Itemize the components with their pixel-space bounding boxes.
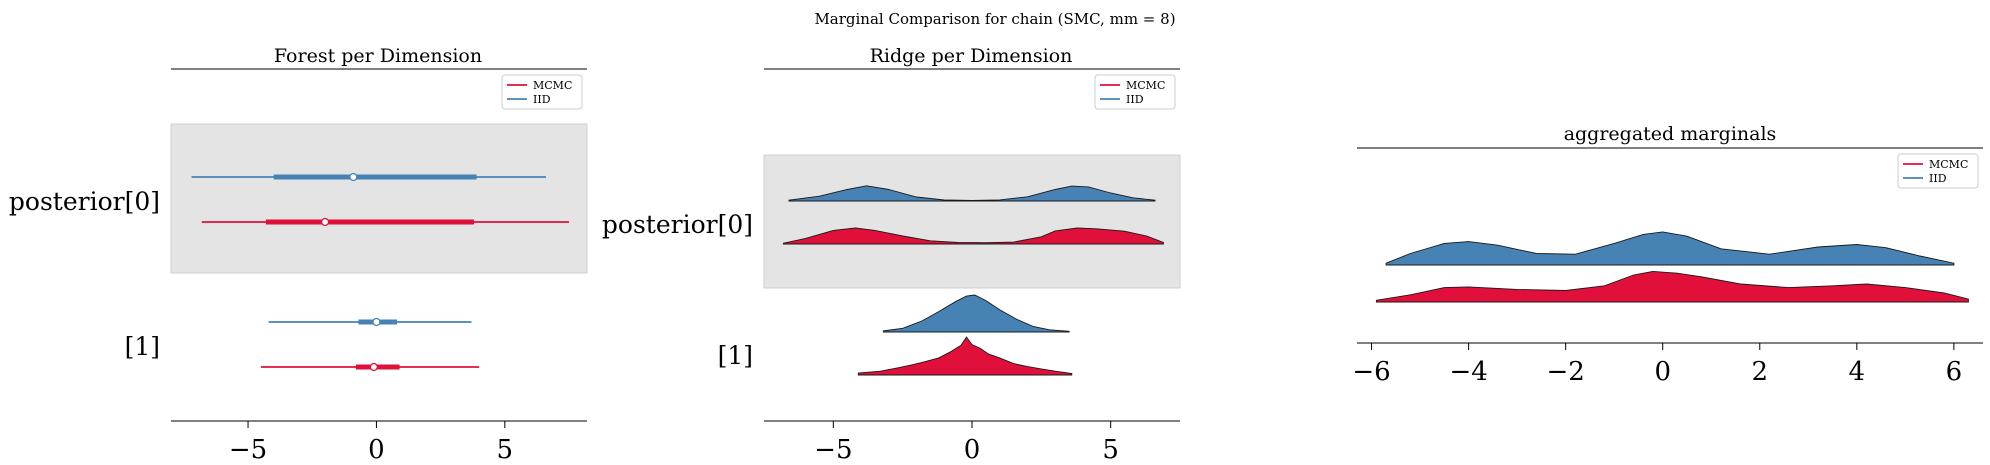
ridge-band-posterior0 [763, 154, 1181, 289]
forest-band-posterior0 [170, 123, 588, 274]
ridge-ylabel-posterior0: posterior[0] [602, 210, 753, 239]
forest-legend-box [501, 74, 583, 110]
ridge-legend-box [1094, 74, 1176, 110]
forest-xtick-label: 0 [368, 435, 385, 465]
forest-ylabel-posterior0: posterior[0] [9, 187, 160, 216]
ridge-legend-label-mcmc: MCMC [1126, 79, 1165, 92]
ridge-xtick-label: 0 [964, 435, 981, 465]
ridge-panel-title: Ridge per Dimension [870, 45, 1073, 67]
aggregated-xtick-label: 0 [1654, 357, 1671, 387]
forest-legend-label-iid: IID [533, 93, 551, 106]
forest-dim1-mcmc-median-point [369, 362, 379, 372]
aggregated-mcmc-density [1375, 270, 1969, 303]
ridge-ylabel-dim1: [1] [718, 341, 753, 370]
forest-panel-title: Forest per Dimension [274, 45, 482, 67]
ridge-dim1-iid-density [882, 294, 1070, 333]
ridge-posterior0-iid-density [788, 185, 1156, 202]
forest-posterior0-iid-median-point [349, 172, 358, 182]
ridge-xtick-label: 5 [1102, 435, 1119, 465]
aggregated-xtick-label: 4 [1849, 357, 1866, 387]
ridge-xtick-label: −5 [814, 435, 852, 465]
aggregated-legend-box [1897, 153, 1979, 189]
forest-ylabel-dim1: [1] [125, 332, 160, 361]
aggregated-iid-density [1385, 231, 1955, 266]
ridge-legend-label-iid: IID [1126, 93, 1144, 106]
aggregated-xtick-label: 6 [1946, 357, 1963, 387]
forest-xtick-label: 5 [497, 435, 514, 465]
aggregated-xtick-label: 2 [1752, 357, 1769, 387]
ridge-dim1-mcmc-density [857, 336, 1073, 376]
aggregated-panel-title: aggregated marginals [1564, 123, 1777, 145]
figure-suptitle: Marginal Comparison for chain (SMC, mm =… [814, 10, 1175, 28]
ridge-panel: Ridge per Dimension posterior[0] [1] −5 0… [602, 45, 1181, 465]
aggregated-legend-label-iid: IID [1929, 172, 1947, 185]
forest-legend-label-mcmc: MCMC [533, 79, 572, 92]
forest-panel: Forest per Dimension posterior[0] [1] −5… [9, 45, 588, 465]
aggregated-xtick-label: −2 [1547, 357, 1585, 387]
aggregated-xtick-label: −4 [1449, 357, 1487, 387]
forest-posterior0-mcmc-median-point [320, 217, 330, 227]
aggregated-xtick-label: −6 [1352, 357, 1390, 387]
ridge-posterior0-mcmc-density [782, 227, 1164, 245]
forest-xtick-label: −5 [229, 435, 267, 465]
aggregated-legend-label-mcmc: MCMC [1929, 158, 1968, 171]
forest-dim1-iid-median-point [372, 317, 381, 327]
